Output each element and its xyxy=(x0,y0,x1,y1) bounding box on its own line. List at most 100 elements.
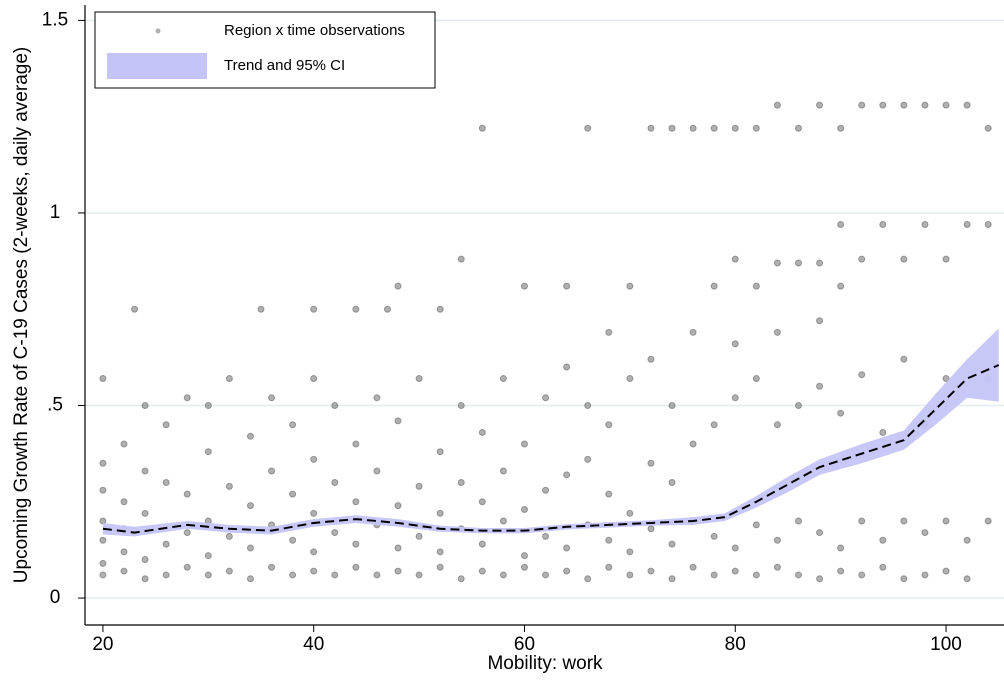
observation-point xyxy=(162,571,170,579)
observation-point xyxy=(689,563,697,571)
observation-point xyxy=(921,101,929,109)
observation-point xyxy=(668,124,676,132)
observation-point xyxy=(773,328,781,336)
observation-point xyxy=(647,355,655,363)
observation-point xyxy=(605,421,613,429)
observation-point xyxy=(225,375,233,383)
y-tick-label: .5 xyxy=(47,395,63,416)
observation-point xyxy=(542,394,550,402)
observation-point xyxy=(183,394,191,402)
observation-point xyxy=(183,490,191,498)
observation-point xyxy=(563,471,571,479)
y-axis-title: Upcoming Growth Rate of C-19 Cases (2-we… xyxy=(11,47,32,583)
observation-point xyxy=(752,521,760,529)
observation-point xyxy=(520,282,528,290)
observation-point xyxy=(289,490,297,498)
observation-point xyxy=(310,509,318,517)
observation-point xyxy=(794,571,802,579)
observation-point xyxy=(710,421,718,429)
observation-point xyxy=(415,482,423,490)
legend: Region x time observations Trend and 95% … xyxy=(94,11,436,89)
y-tick-label: 0 xyxy=(50,587,61,608)
observation-point xyxy=(731,340,739,348)
observation-point xyxy=(162,479,170,487)
legend-marker xyxy=(155,28,161,34)
observation-point xyxy=(942,517,950,525)
observation-point xyxy=(436,448,444,456)
observation-point xyxy=(268,467,276,475)
observation-point xyxy=(331,479,339,487)
observation-point xyxy=(204,401,212,409)
observation-point xyxy=(436,563,444,571)
observation-point xyxy=(900,517,908,525)
observation-point xyxy=(162,540,170,548)
observation-point xyxy=(478,567,486,575)
y-tick-label: 1.5 xyxy=(42,9,68,30)
observation-point xyxy=(963,221,971,229)
observation-point xyxy=(499,571,507,579)
observation-point xyxy=(383,305,391,313)
observation-point xyxy=(794,517,802,525)
observation-point xyxy=(373,394,381,402)
observation-point xyxy=(668,479,676,487)
observation-point xyxy=(647,459,655,467)
observation-point xyxy=(942,255,950,263)
observation-point xyxy=(773,101,781,109)
observation-point xyxy=(289,421,297,429)
observation-point xyxy=(816,317,824,325)
observation-point xyxy=(605,328,613,336)
observation-point xyxy=(310,305,318,313)
observation-point xyxy=(415,532,423,540)
observation-point xyxy=(858,571,866,579)
observation-point xyxy=(921,221,929,229)
observation-point xyxy=(204,552,212,560)
observation-point xyxy=(478,540,486,548)
x-tick-label: 100 xyxy=(930,634,962,655)
observation-point xyxy=(584,124,592,132)
observation-point xyxy=(668,401,676,409)
observation-point xyxy=(879,221,887,229)
observation-point xyxy=(710,124,718,132)
observation-point xyxy=(837,221,845,229)
observation-point xyxy=(773,563,781,571)
observation-point xyxy=(373,467,381,475)
x-tick-label: 20 xyxy=(92,634,113,655)
observation-point xyxy=(457,401,465,409)
observation-point xyxy=(542,571,550,579)
observation-point xyxy=(879,101,887,109)
observation-point xyxy=(204,571,212,579)
observation-point xyxy=(942,101,950,109)
observation-point xyxy=(394,544,402,552)
observation-point xyxy=(731,124,739,132)
observation-point xyxy=(731,255,739,263)
observation-point xyxy=(900,101,908,109)
observation-point xyxy=(310,375,318,383)
observation-point xyxy=(520,552,528,560)
observation-point xyxy=(837,124,845,132)
observation-point xyxy=(520,563,528,571)
observation-point xyxy=(837,409,845,417)
observation-point xyxy=(289,536,297,544)
observation-point xyxy=(436,305,444,313)
observation-point xyxy=(647,124,655,132)
observation-point xyxy=(394,502,402,510)
observation-point xyxy=(921,571,929,579)
observation-point xyxy=(605,563,613,571)
observation-point xyxy=(816,259,824,267)
x-tick-label: 60 xyxy=(514,634,535,655)
observation-point xyxy=(352,498,360,506)
observation-point xyxy=(942,567,950,575)
observation-point xyxy=(879,536,887,544)
observation-point xyxy=(921,529,929,537)
observation-point xyxy=(858,255,866,263)
observation-point xyxy=(858,371,866,379)
observation-point xyxy=(99,375,107,383)
observation-point xyxy=(584,575,592,583)
observation-point xyxy=(141,575,149,583)
observation-point xyxy=(373,571,381,579)
observation-point xyxy=(542,532,550,540)
observation-point xyxy=(668,575,676,583)
observation-point xyxy=(310,548,318,556)
